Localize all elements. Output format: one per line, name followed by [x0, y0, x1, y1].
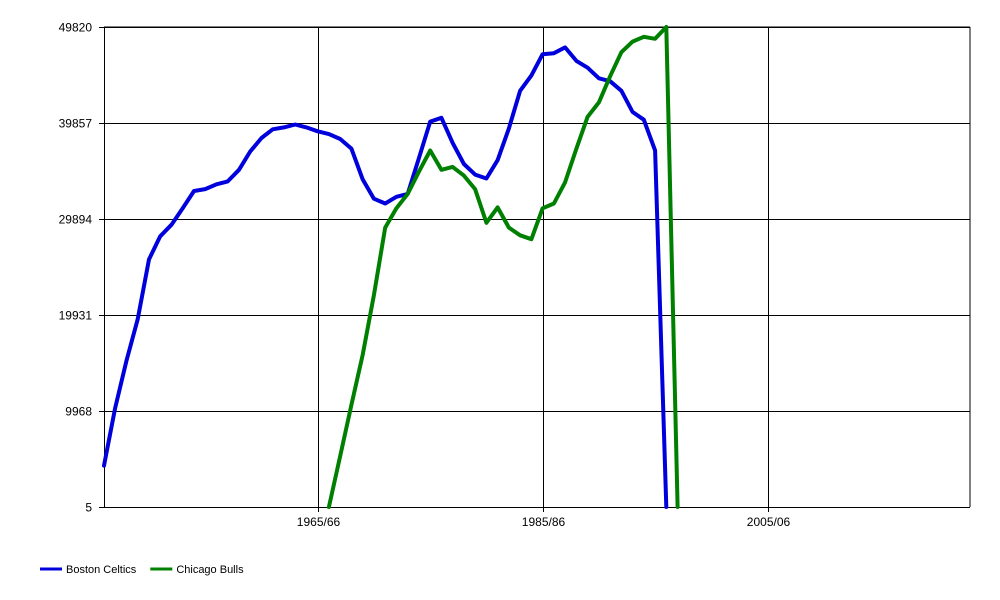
y-axis-labels: 5 9968 19931 29894 39857 49820 — [59, 21, 93, 515]
y-tick-label: 39857 — [59, 117, 93, 131]
series-line-boston-celtics — [102, 45, 669, 509]
y-tick-label: 9968 — [65, 405, 92, 419]
legend-label-boston-celtics: Boston Celtics — [66, 564, 137, 576]
x-axis-labels: 1965/66 1985/86 2005/06 — [297, 515, 791, 529]
x-tick-label: 1985/86 — [522, 515, 566, 529]
series-line-chicago-bulls — [326, 25, 680, 509]
y-tick-label: 19931 — [59, 309, 93, 323]
x-tick-label: 1965/66 — [297, 515, 341, 529]
chart-grid — [99, 26, 971, 512]
legend: Boston Celtics Chicago Bulls — [40, 564, 244, 576]
legend-label-chicago-bulls: Chicago Bulls — [176, 564, 244, 576]
series-lines — [102, 25, 680, 509]
y-tick-label: 5 — [85, 501, 92, 515]
x-tick-label: 2005/06 — [747, 515, 791, 529]
y-tick-label: 29894 — [59, 213, 93, 227]
y-tick-label: 49820 — [59, 21, 93, 35]
